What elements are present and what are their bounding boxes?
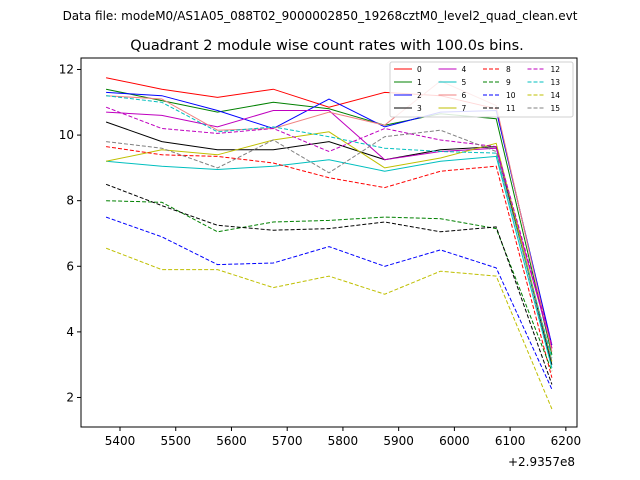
- legend-label-5: 5: [462, 78, 467, 87]
- x-tick-label-1: 5500: [160, 434, 191, 448]
- series-line-11: [105, 183, 553, 385]
- legend-label-2: 2: [417, 91, 422, 100]
- legend-label-6: 6: [462, 91, 467, 100]
- series-line-9: [106, 200, 553, 372]
- legend-label-3: 3: [417, 104, 422, 113]
- y-tick-label-1: 4: [66, 325, 74, 339]
- legend-label-13: 13: [551, 78, 561, 87]
- plot-frame: [80, 57, 578, 428]
- series-line-0: [105, 77, 553, 349]
- chart-title: Quadrant 2 module wise count rates with …: [130, 38, 524, 54]
- series-line-2: [106, 91, 553, 346]
- series-line-14: [105, 247, 553, 410]
- legend-label-15: 15: [551, 104, 561, 113]
- legend-box: [389, 61, 574, 118]
- chart-suptitle: Data file: modeM0/AS1A05_088T02_90000028…: [63, 9, 578, 23]
- plot-area: 5400 5500 5600 5700 5800 5900 6000 6100 62002468…: [59, 62, 581, 448]
- series-line-15: [106, 129, 553, 362]
- x-tick-label-4: 5800: [328, 434, 359, 448]
- x-tick-label-0: 5400: [105, 434, 136, 448]
- y-tick-label-0: 2: [66, 390, 74, 404]
- series-line-3: [105, 121, 553, 365]
- legend-label-7: 7: [462, 104, 467, 113]
- x-offset-label: +2.9357e8: [508, 455, 575, 469]
- y-tick-label-5: 12: [59, 62, 74, 76]
- series-line-5: [106, 155, 553, 369]
- x-tick-label-7: 6100: [495, 434, 526, 448]
- legend-label-8: 8: [506, 65, 511, 74]
- legend-label-14: 14: [551, 91, 561, 100]
- x-tick-label-8: 6200: [551, 434, 582, 448]
- y-tick-label-2: 6: [66, 259, 74, 273]
- series-line-6: [106, 80, 553, 352]
- y-tick-label-3: 8: [66, 194, 74, 208]
- series-line-4: [106, 110, 553, 349]
- y-tick-label-4: 10: [59, 128, 74, 142]
- legend-label-11: 11: [506, 104, 516, 113]
- series-line-7: [105, 131, 553, 362]
- legend-label-4: 4: [462, 65, 467, 74]
- legend-label-0: 0: [417, 65, 422, 74]
- x-tick-label-2: 5600: [216, 434, 247, 448]
- legend-label-12: 12: [551, 65, 561, 74]
- legend-label-9: 9: [506, 78, 511, 87]
- series-line-8: [106, 146, 553, 378]
- x-tick-label-3: 5700: [272, 434, 303, 448]
- series-line-13: [106, 95, 553, 359]
- series-line-1: [105, 88, 553, 355]
- series-line-10: [105, 216, 553, 390]
- legend-label-10: 10: [506, 91, 516, 100]
- x-tick-label-5: 5900: [383, 434, 414, 448]
- x-tick-label-6: 6000: [439, 434, 470, 448]
- legend-label-1: 1: [417, 78, 422, 87]
